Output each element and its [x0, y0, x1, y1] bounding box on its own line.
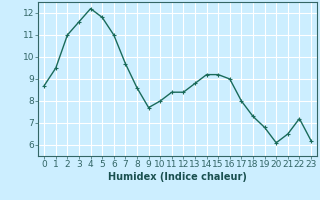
X-axis label: Humidex (Indice chaleur): Humidex (Indice chaleur)	[108, 172, 247, 182]
